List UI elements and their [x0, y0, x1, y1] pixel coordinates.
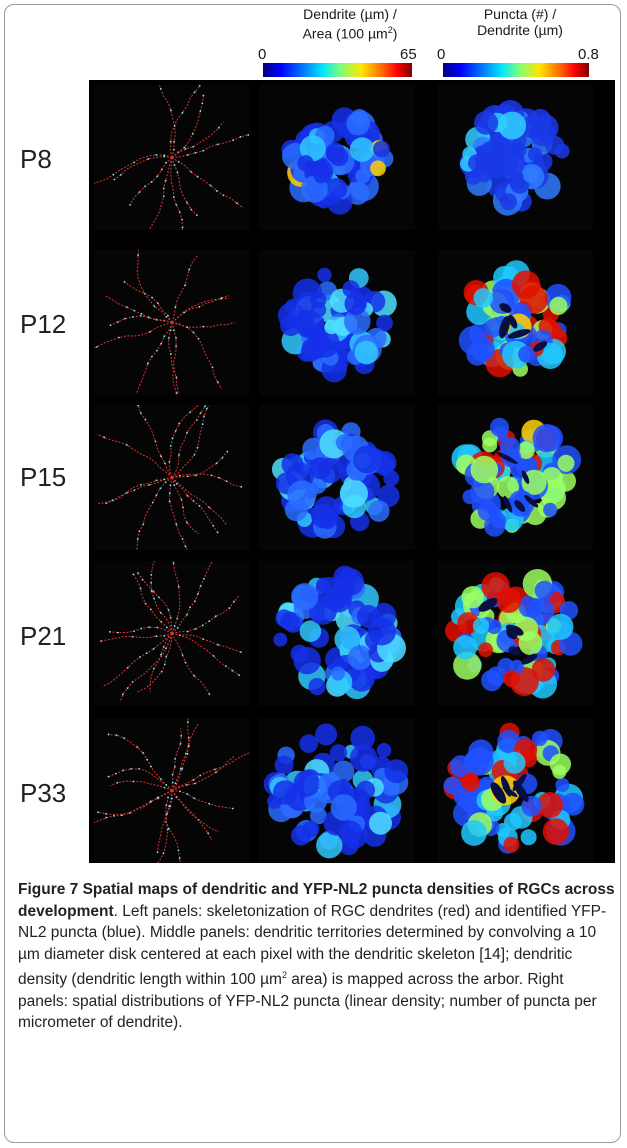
- skeleton-panel-p33: [94, 718, 250, 863]
- figure-caption: Figure 7 Spatial maps of dendritic and Y…: [18, 879, 616, 1034]
- puncta-density-panel-p8: [437, 85, 593, 230]
- puncta-colorbar-title: Puncta (#) / Dendrite (µm): [477, 6, 563, 38]
- puncta-density-panel-p33: [437, 718, 593, 863]
- dendrite-colorbar-title: Dendrite (µm) / Area (100 µm2): [302, 6, 398, 42]
- dendrite-density-panel-p33: [259, 718, 415, 863]
- puncta-colorbar-max: 0.8: [578, 46, 599, 63]
- dendrite-colorbar: [263, 63, 412, 77]
- dendrite-density-panel-p8: [259, 85, 415, 230]
- dendrite-colorbar-min: 0: [258, 46, 267, 63]
- dendrite-density-panel-p12: [259, 250, 415, 395]
- row-label-p21: P21: [20, 621, 67, 651]
- puncta-density-panel-p21: [437, 561, 593, 706]
- puncta-colorbar-min: 0: [437, 46, 446, 63]
- dendrite-density-panel-p15: [259, 405, 415, 550]
- skeleton-panel-p12: [94, 250, 250, 395]
- caption-text-b: area) is mapped across the arbor. Right …: [18, 971, 597, 1032]
- row-label-p33: P33: [20, 778, 67, 808]
- skeleton-panel-p21: [94, 561, 250, 706]
- puncta-density-panel-p12: [437, 250, 593, 395]
- caption-sup: 2: [281, 970, 287, 980]
- puncta-density-panel-p15: [437, 405, 593, 550]
- row-label-p8: P8: [20, 144, 52, 174]
- skeleton-panel-p15: [94, 405, 250, 550]
- figure-title: Figure 7 Spatial maps of dendritic and Y…: [18, 881, 615, 920]
- row-label-p12: P12: [20, 309, 67, 339]
- row-label-p15: P15: [20, 462, 67, 492]
- dendrite-colorbar-max: 65: [400, 46, 417, 63]
- figure-frame: [4, 4, 621, 1143]
- caption-text-a: . Left panels: skeletonization of RGC de…: [18, 902, 607, 989]
- skeleton-panel-p8: [94, 85, 250, 230]
- puncta-colorbar: [443, 63, 589, 77]
- dendrite-density-panel-p21: [259, 561, 415, 706]
